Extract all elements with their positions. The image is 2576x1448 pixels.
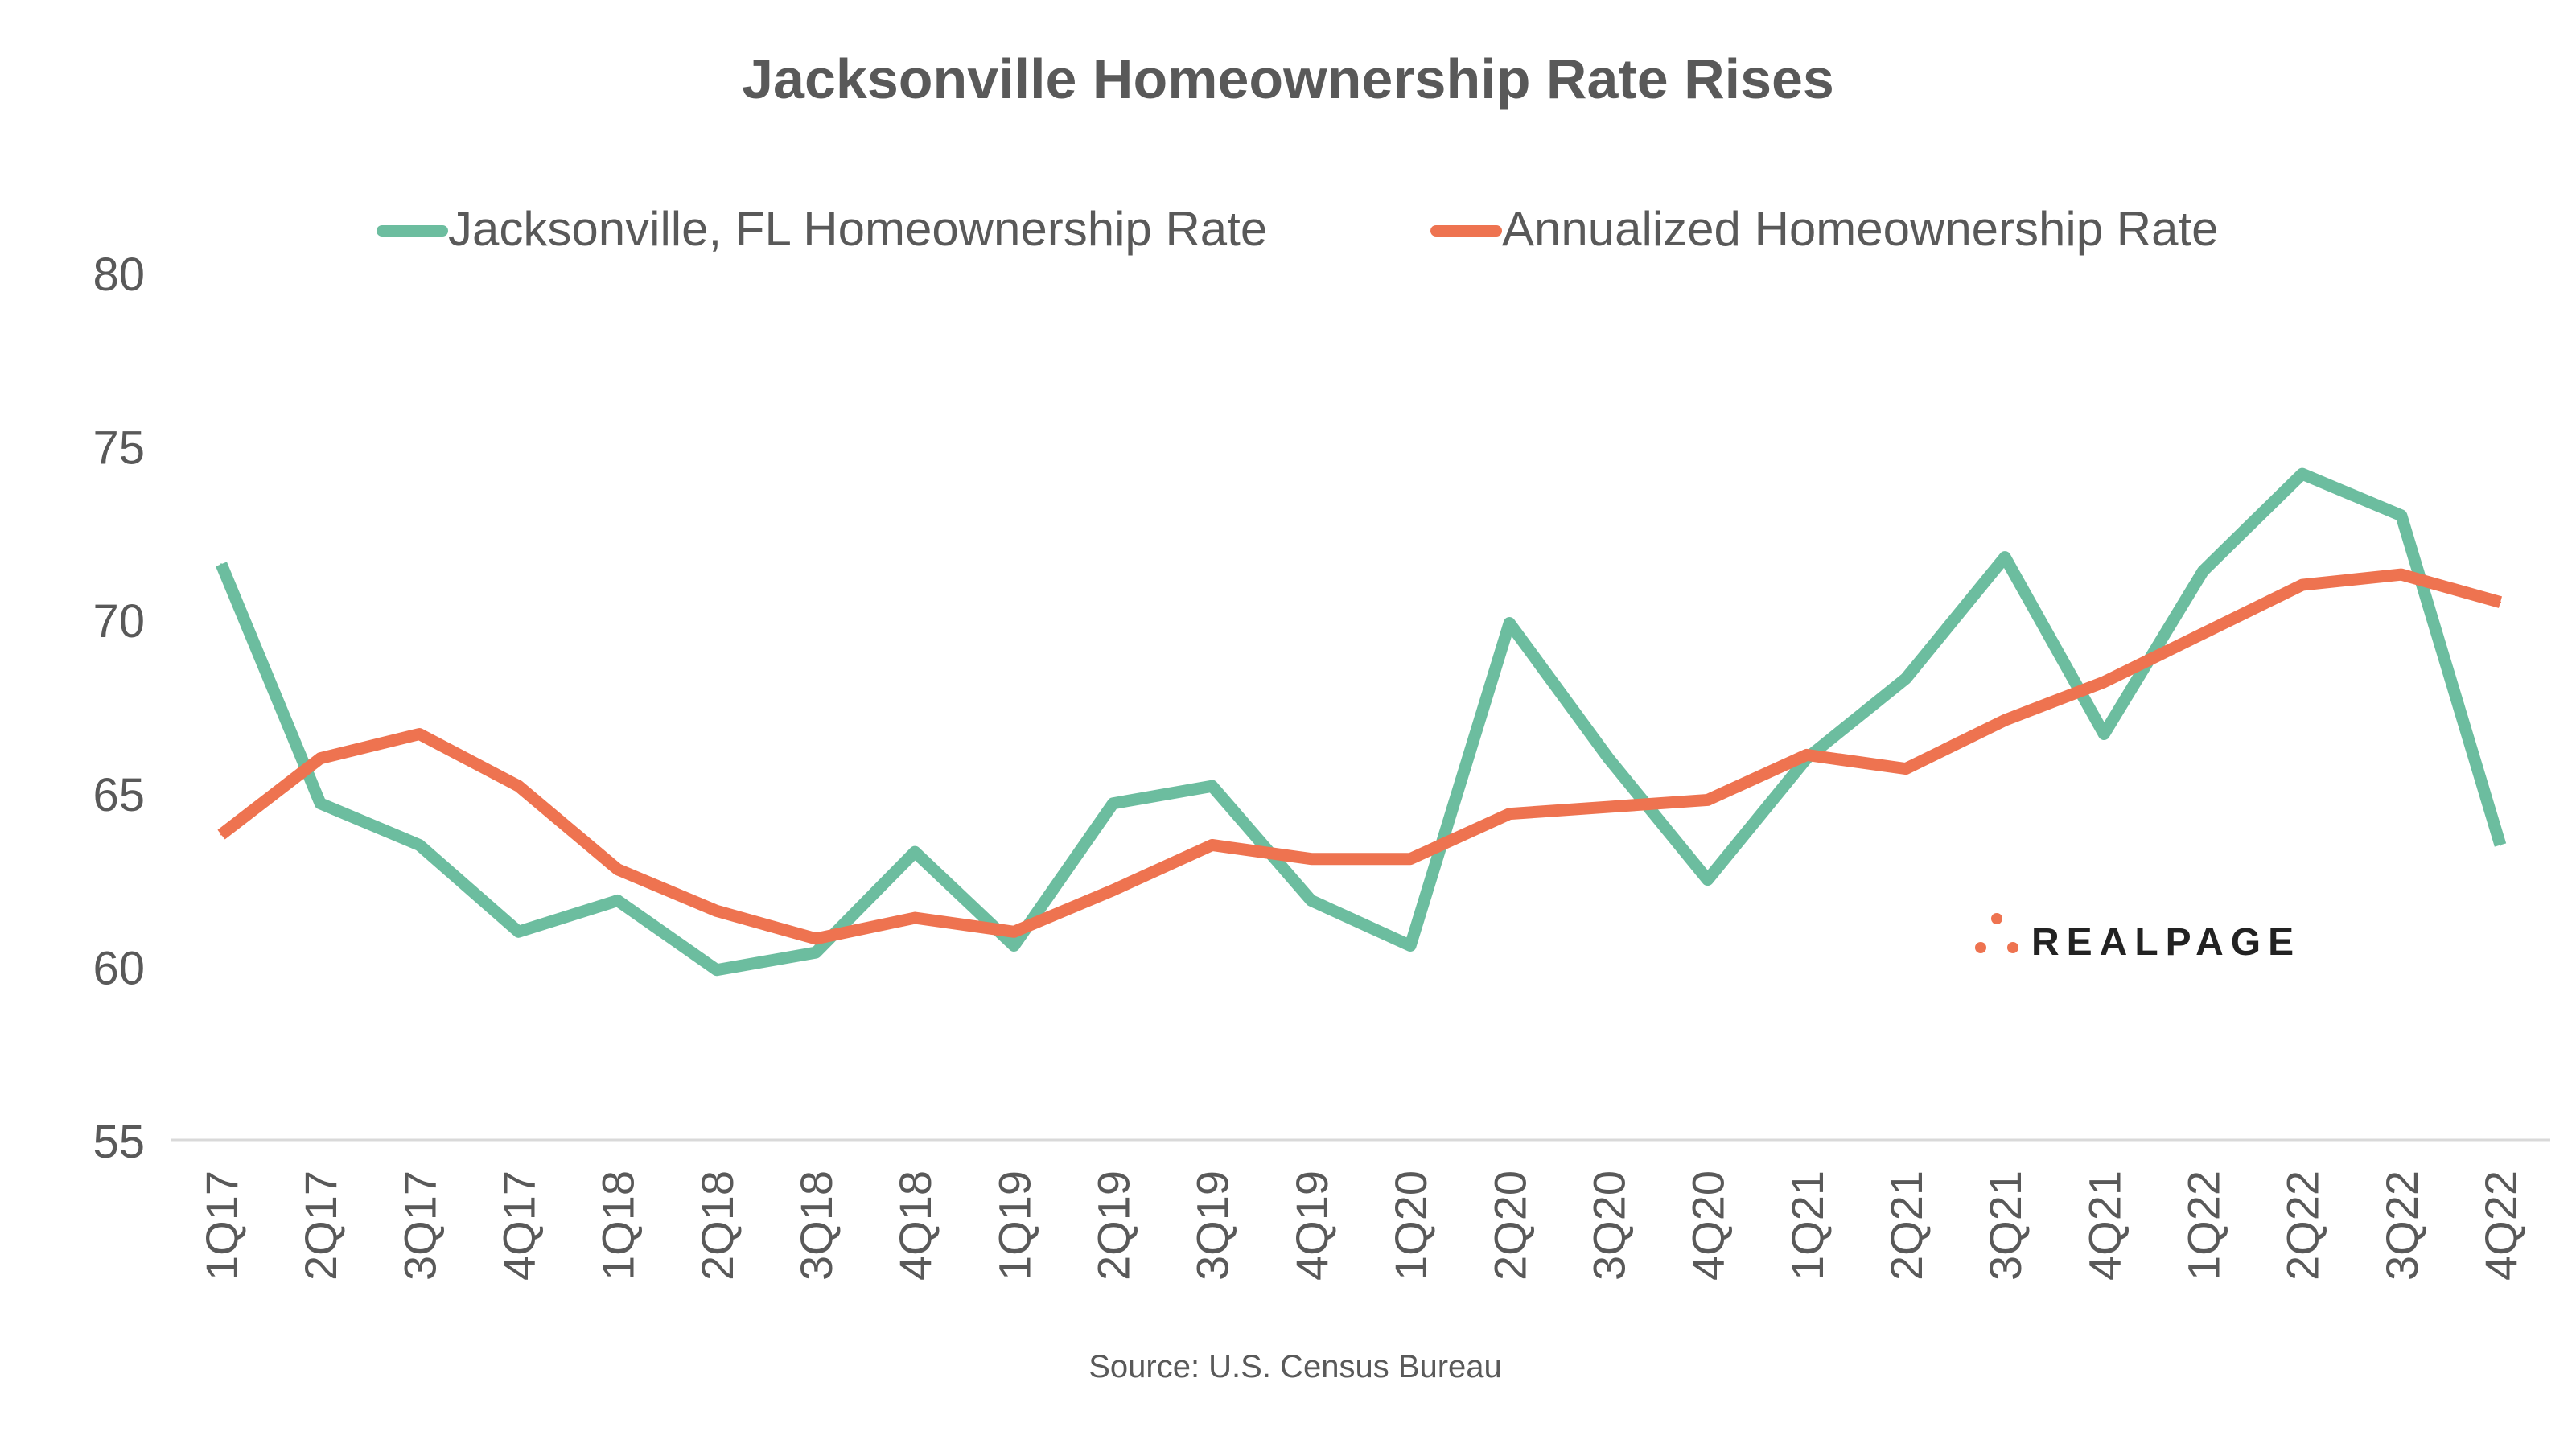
data-point bbox=[1805, 754, 1808, 756]
data-point bbox=[1310, 858, 1312, 860]
data-point bbox=[1211, 844, 1213, 846]
data-point bbox=[914, 917, 916, 919]
data-point bbox=[1013, 931, 1015, 933]
data-point bbox=[2500, 601, 2501, 603]
data-point bbox=[616, 868, 619, 870]
data-point bbox=[1607, 806, 1610, 808]
data-point bbox=[1904, 677, 1907, 680]
data-point bbox=[2301, 473, 2303, 475]
data-point bbox=[1508, 812, 1511, 815]
data-point bbox=[1706, 799, 1709, 801]
x-tick-label: 1Q20 bbox=[1385, 1170, 1436, 1281]
x-tick-label: 1Q17 bbox=[196, 1170, 247, 1281]
y-tick-label: 70 bbox=[93, 595, 145, 648]
data-point bbox=[815, 937, 817, 940]
x-tick-label: 3Q21 bbox=[1980, 1170, 2031, 1281]
data-point bbox=[815, 952, 817, 954]
data-point bbox=[517, 785, 520, 788]
data-point bbox=[715, 969, 718, 971]
data-point bbox=[1409, 858, 1412, 860]
x-tick-label: 2Q19 bbox=[1088, 1170, 1139, 1281]
data-point bbox=[715, 910, 718, 912]
source-note: Source: U.S. Census Bureau bbox=[1088, 1349, 1502, 1384]
chart-title: Jacksonville Homeownership Rate Rises bbox=[742, 47, 1834, 110]
data-point bbox=[319, 802, 322, 804]
data-point bbox=[2301, 584, 2303, 586]
data-point bbox=[2202, 570, 2204, 572]
y-tick-label: 65 bbox=[93, 769, 145, 821]
data-point bbox=[1706, 878, 1709, 881]
data-point bbox=[220, 833, 222, 836]
y-tick-label: 60 bbox=[93, 942, 145, 994]
x-tick-label: 3Q22 bbox=[2376, 1170, 2427, 1281]
x-tick-label: 2Q17 bbox=[295, 1170, 346, 1281]
realpage-logo: REALPAGE bbox=[1975, 913, 2301, 964]
x-tick-label: 4Q17 bbox=[494, 1170, 545, 1281]
data-point bbox=[2400, 574, 2402, 576]
x-tick-label: 4Q19 bbox=[1286, 1170, 1337, 1281]
x-tick-label: 1Q22 bbox=[2178, 1170, 2228, 1281]
data-point bbox=[2004, 719, 2006, 722]
legend-label-jacksonville: Jacksonville, FL Homeownership Rate bbox=[448, 202, 1267, 256]
data-point bbox=[2103, 681, 2105, 683]
x-tick-label: 3Q17 bbox=[394, 1170, 445, 1281]
legend-label-annualized: Annualized Homeownership Rate bbox=[1502, 202, 2219, 256]
series-line-jacksonville bbox=[216, 467, 2507, 977]
data-point bbox=[1904, 767, 1907, 770]
data-point bbox=[1310, 899, 1312, 902]
data-point bbox=[1013, 944, 1015, 947]
data-point bbox=[517, 931, 520, 933]
x-tick-label: 3Q19 bbox=[1187, 1170, 1238, 1281]
x-tick-label: 1Q21 bbox=[1782, 1170, 1833, 1281]
x-tick-label: 2Q18 bbox=[692, 1170, 743, 1281]
data-point bbox=[220, 563, 222, 566]
data-point bbox=[1409, 944, 1412, 947]
x-tick-label: 4Q21 bbox=[2079, 1170, 2130, 1281]
data-point bbox=[2202, 632, 2204, 635]
x-tick-label: 4Q18 bbox=[890, 1170, 940, 1281]
y-tick-label: 75 bbox=[93, 422, 145, 475]
data-point bbox=[2103, 733, 2105, 735]
data-point bbox=[418, 844, 421, 846]
x-tick-label: 4Q20 bbox=[1683, 1170, 1734, 1281]
data-point bbox=[2004, 556, 2006, 558]
data-point bbox=[418, 733, 421, 735]
data-point bbox=[319, 757, 322, 759]
x-tick-label: 3Q18 bbox=[791, 1170, 842, 1281]
y-tick-label: 80 bbox=[93, 249, 145, 301]
data-point bbox=[2500, 844, 2501, 846]
logo-text: REALPAGE bbox=[2031, 921, 2301, 964]
data-point bbox=[1112, 889, 1114, 891]
x-tick-label: 2Q22 bbox=[2278, 1170, 2328, 1281]
series-line-annualized bbox=[217, 568, 2503, 945]
data-point bbox=[2400, 514, 2402, 516]
x-tick-label: 3Q20 bbox=[1583, 1170, 1634, 1281]
x-tick-label: 2Q21 bbox=[1881, 1170, 1932, 1281]
data-point bbox=[914, 851, 916, 854]
data-point bbox=[1211, 785, 1213, 788]
legend: Jacksonville, FL Homeownership Rate Annu… bbox=[377, 202, 2219, 256]
data-point bbox=[1112, 802, 1114, 804]
data-point bbox=[1508, 622, 1511, 624]
y-tick-label: 55 bbox=[93, 1116, 145, 1168]
data-point bbox=[1607, 757, 1610, 759]
data-point bbox=[616, 899, 619, 902]
x-tick-label: 4Q22 bbox=[2475, 1170, 2526, 1281]
x-tick-label: 2Q20 bbox=[1484, 1170, 1535, 1281]
x-tick-label: 1Q18 bbox=[593, 1170, 644, 1281]
x-tick-label: 1Q19 bbox=[989, 1170, 1039, 1281]
